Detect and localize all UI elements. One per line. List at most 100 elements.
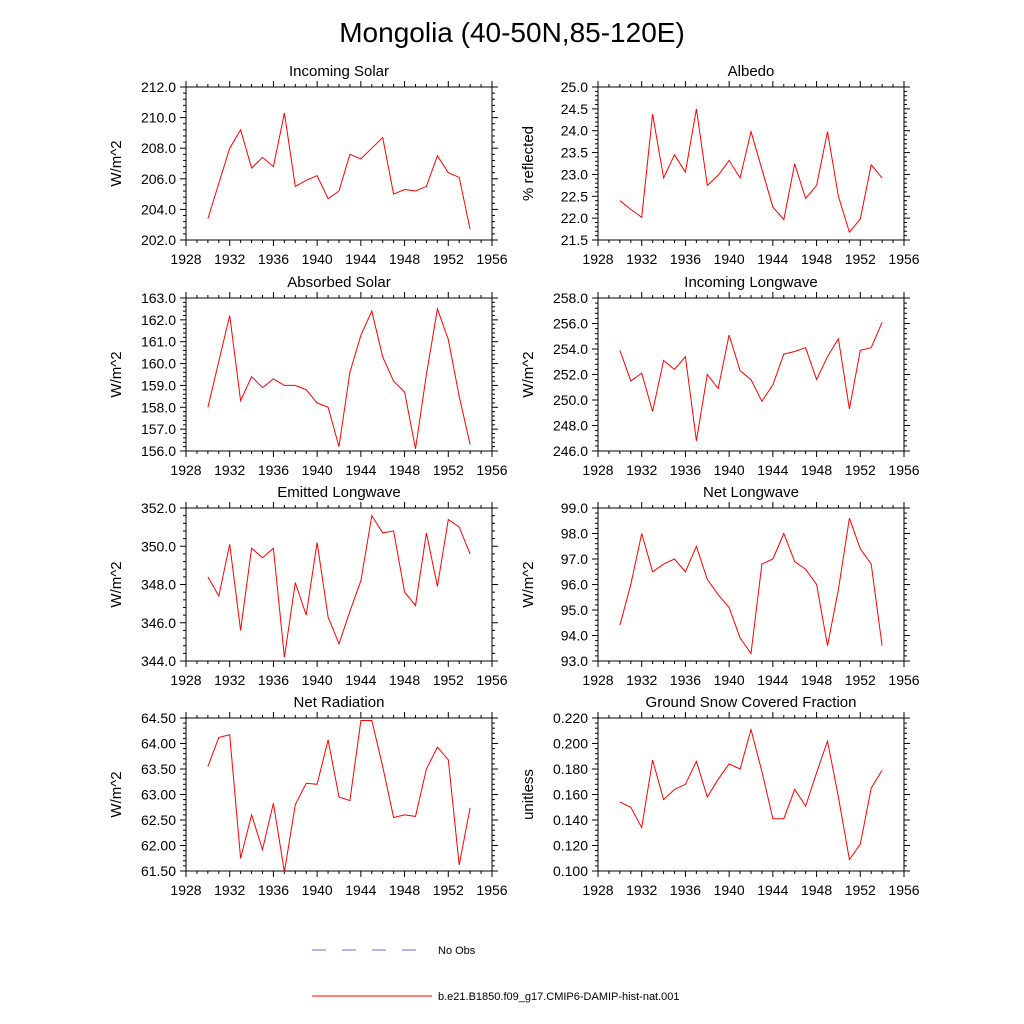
panel-incoming-solar: Incoming Solar W/m^2 1928 1932 1936 1940 1944 1…	[108, 63, 508, 267]
series-line	[207, 514, 471, 658]
y-tick-label: 63.00	[141, 787, 176, 803]
panel-title: Incoming Solar	[289, 63, 389, 80]
x-tick-label: 1948	[801, 672, 832, 688]
x-tick-label: 1944	[757, 882, 788, 898]
series-line	[207, 112, 471, 230]
y-tick-label: 61.50	[141, 863, 176, 879]
y-axis-label: W/m^2	[108, 771, 125, 817]
plot-frame	[185, 297, 493, 452]
y-tick-label: 156.0	[141, 443, 176, 459]
x-tick-label: 1928	[582, 672, 613, 688]
x-tick-label: 1944	[757, 462, 788, 478]
x-tick-label: 1928	[170, 672, 201, 688]
legend: No Obs b.e21.B1850.f09_g17.CMIP6-DAMIP-hi…	[312, 945, 680, 1003]
x-tick-label: 1956	[476, 462, 507, 478]
x-tick-label: 1956	[476, 672, 507, 688]
panel-title: Net Radiation	[294, 694, 385, 711]
series-line	[619, 518, 883, 655]
y-tick-label: 62.50	[141, 812, 176, 828]
x-tick-label: 1956	[888, 251, 919, 267]
y-tick-label: 158.0	[141, 399, 176, 415]
y-tick-label: 0.100	[553, 863, 588, 879]
panel-ground-snow-covered-fraction: Ground Snow Covered Fraction unitless 1928…	[520, 694, 920, 898]
y-tick-label: 210.0	[141, 110, 176, 126]
x-tick-label: 1944	[345, 251, 376, 267]
x-tick-label: 1944	[345, 462, 376, 478]
y-tick-label: 246.0	[553, 443, 588, 459]
y-tick-label: 163.0	[141, 290, 176, 306]
x-tick-label: 1944	[757, 251, 788, 267]
panel-title: Ground Snow Covered Fraction	[646, 694, 857, 711]
y-tick-label: 346.0	[141, 615, 176, 631]
y-tick-label: 98.0	[561, 526, 588, 542]
y-tick-label: 254.0	[553, 341, 588, 357]
y-axis-label: % reflected	[520, 126, 537, 201]
x-tick-label: 1940	[302, 672, 333, 688]
x-tick-label: 1936	[258, 672, 289, 688]
x-tick-label: 1936	[258, 251, 289, 267]
x-tick-label: 1956	[476, 251, 507, 267]
x-tick-label: 1932	[214, 672, 245, 688]
y-tick-label: 0.180	[553, 761, 588, 777]
y-tick-label: 95.0	[561, 602, 588, 618]
y-tick-label: 23.5	[561, 145, 588, 161]
x-tick-label: 1948	[801, 251, 832, 267]
x-tick-label: 1932	[214, 462, 245, 478]
x-tick-label: 1928	[582, 882, 613, 898]
y-tick-label: 258.0	[553, 290, 588, 306]
y-tick-label: 96.0	[561, 577, 588, 593]
x-tick-label: 1944	[345, 882, 376, 898]
y-tick-label: 94.0	[561, 628, 588, 644]
x-tick-label: 1956	[476, 882, 507, 898]
x-tick-label: 1936	[670, 672, 701, 688]
y-tick-label: 159.0	[141, 377, 176, 393]
plot-frame	[185, 86, 493, 241]
y-tick-label: 21.5	[561, 232, 588, 248]
plot-frame	[597, 507, 905, 662]
x-tick-label: 1940	[714, 882, 745, 898]
panel-emitted-longwave: Emitted Longwave W/m^2 1928 1932 1936 1940 194…	[108, 484, 508, 688]
panels: Incoming Solar W/m^2 1928 1932 1936 1940 1944 1…	[108, 63, 920, 898]
y-tick-label: 0.220	[553, 710, 588, 726]
y-tick-label: 350.0	[141, 538, 176, 554]
x-tick-label: 1944	[345, 672, 376, 688]
y-axis-label: W/m^2	[108, 140, 125, 186]
x-tick-label: 1928	[170, 882, 201, 898]
x-tick-label: 1952	[845, 462, 876, 478]
y-tick-label: 162.0	[141, 312, 176, 328]
y-tick-label: 161.0	[141, 334, 176, 350]
x-tick-label: 1956	[888, 882, 919, 898]
x-tick-label: 1940	[714, 672, 745, 688]
y-tick-label: 63.50	[141, 761, 176, 777]
x-tick-label: 1936	[670, 251, 701, 267]
y-tick-label: 64.50	[141, 710, 176, 726]
y-tick-label: 93.0	[561, 653, 588, 669]
series-line	[619, 727, 883, 861]
x-tick-label: 1952	[433, 462, 464, 478]
panel-net-longwave: Net Longwave W/m^2 1928 1932 1936 1940 1944 194…	[520, 484, 920, 688]
y-axis-label: W/m^2	[520, 561, 537, 607]
x-tick-label: 1940	[302, 462, 333, 478]
y-tick-label: 157.0	[141, 421, 176, 437]
y-tick-label: 22.5	[561, 188, 588, 204]
x-tick-label: 1928	[582, 462, 613, 478]
x-tick-label: 1936	[258, 882, 289, 898]
x-tick-label: 1932	[626, 672, 657, 688]
y-tick-label: 22.0	[561, 210, 588, 226]
y-tick-label: 352.0	[141, 500, 176, 516]
y-tick-label: 206.0	[141, 171, 176, 187]
y-tick-label: 160.0	[141, 356, 176, 372]
y-tick-label: 99.0	[561, 500, 588, 516]
x-tick-label: 1936	[670, 882, 701, 898]
main-title: Mongolia (40-50N,85-120E)	[339, 17, 685, 48]
y-tick-label: 0.160	[553, 787, 588, 803]
series-line	[207, 720, 471, 873]
y-tick-label: 204.0	[141, 201, 176, 217]
x-tick-label: 1956	[888, 462, 919, 478]
y-tick-label: 212.0	[141, 79, 176, 95]
y-axis-label: unitless	[520, 769, 537, 820]
y-tick-label: 202.0	[141, 232, 176, 248]
y-tick-label: 344.0	[141, 653, 176, 669]
legend-label-no-obs: No Obs	[438, 945, 476, 957]
